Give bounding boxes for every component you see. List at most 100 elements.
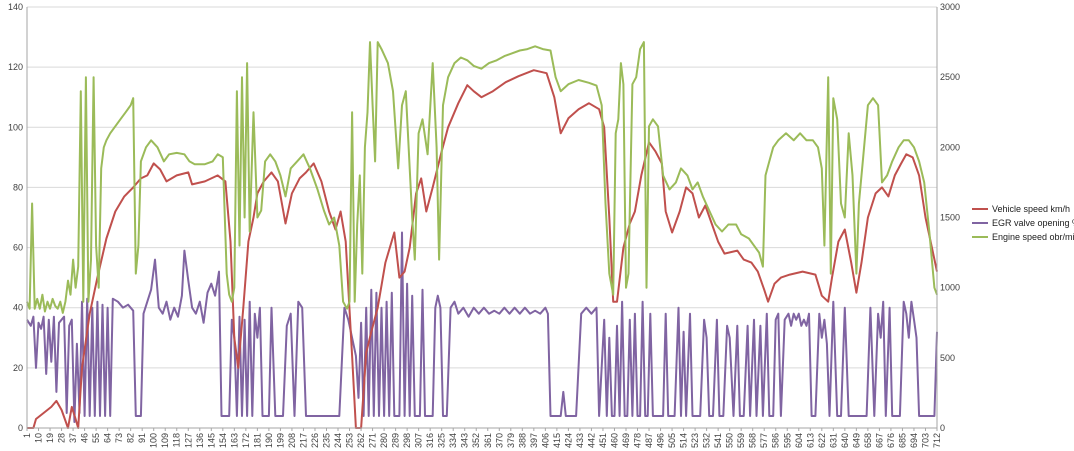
x-tick-label: 433 xyxy=(575,433,585,448)
x-tick-label: 397 xyxy=(529,433,539,448)
x-tick-label: 190 xyxy=(264,433,274,448)
y-right-tick-label: 3000 xyxy=(940,2,960,12)
x-tick-label: 460 xyxy=(609,433,619,448)
x-tick-label: 667 xyxy=(874,433,884,448)
x-tick-label: 658 xyxy=(863,433,873,448)
legend-label: Engine speed obr/min xyxy=(992,232,1074,242)
x-tick-label: 523 xyxy=(690,433,700,448)
y-right-tick-label: 2000 xyxy=(940,142,960,152)
x-tick-label: 46 xyxy=(80,433,90,443)
x-tick-label: 334 xyxy=(448,433,458,448)
x-tick-label: 361 xyxy=(483,433,493,448)
legend-label: Vehicle speed km/h xyxy=(992,204,1070,214)
x-tick-label: 28 xyxy=(57,433,67,443)
x-tick-label: 82 xyxy=(126,433,136,443)
x-tick-label: 577 xyxy=(759,433,769,448)
y-left-tick-label: 60 xyxy=(13,243,23,253)
x-tick-label: 253 xyxy=(345,433,355,448)
x-tick-label: 325 xyxy=(437,433,447,448)
x-tick-label: 703 xyxy=(920,433,930,448)
x-tick-label: 532 xyxy=(702,433,712,448)
x-tick-label: 244 xyxy=(333,433,343,448)
x-tick-label: 289 xyxy=(391,433,401,448)
x-tick-label: 541 xyxy=(713,433,723,448)
x-tick-label: 505 xyxy=(667,433,677,448)
x-tick-label: 154 xyxy=(218,433,228,448)
x-tick-label: 280 xyxy=(379,433,389,448)
y-right-tick-label: 1000 xyxy=(940,283,960,293)
x-tick-label: 622 xyxy=(817,433,827,448)
y-left-tick-label: 140 xyxy=(8,2,23,12)
series-line-0 xyxy=(27,69,938,429)
y-left-tick-label: 40 xyxy=(13,303,23,313)
x-tick-label: 415 xyxy=(552,433,562,448)
series-line-1 xyxy=(26,231,938,423)
x-tick-label: 217 xyxy=(298,433,308,448)
y-left-tick-label: 0 xyxy=(18,423,23,433)
y-right-tick-label: 0 xyxy=(940,423,945,433)
y-left-tick-label: 120 xyxy=(8,62,23,72)
x-tick-label: 496 xyxy=(656,433,666,448)
y-right-tick-label: 1500 xyxy=(940,213,960,223)
x-tick-label: 172 xyxy=(241,433,251,448)
x-tick-label: 37 xyxy=(68,433,78,443)
legend: Vehicle speed km/h EGR valve opening % Eng… xyxy=(972,204,1074,242)
x-tick-label: 10 xyxy=(34,433,44,443)
x-tick-label: 559 xyxy=(736,433,746,448)
x-tick-label: 235 xyxy=(321,433,331,448)
x-tick-label: 514 xyxy=(679,433,689,448)
x-tick-label: 19 xyxy=(45,433,55,443)
x-tick-label: 631 xyxy=(828,433,838,448)
x-tick-label: 118 xyxy=(172,433,182,447)
x-tick-label: 307 xyxy=(414,433,424,448)
x-tick-label: 442 xyxy=(586,433,596,448)
x-tick-label: 451 xyxy=(598,433,608,448)
x-tick-label: 694 xyxy=(909,433,919,448)
x-tick-label: 406 xyxy=(540,433,550,448)
series-lines xyxy=(26,41,938,429)
y-right-tick-label: 2500 xyxy=(940,72,960,82)
x-tick-label: 163 xyxy=(229,433,239,448)
x-tick-label: 379 xyxy=(506,433,516,448)
x-tick-label: 370 xyxy=(494,433,504,448)
gridlines xyxy=(27,6,937,429)
x-tick-label: 352 xyxy=(471,433,481,448)
x-tick-label: 262 xyxy=(356,433,366,448)
x-tick-label: 91 xyxy=(137,433,147,443)
x-tick-label: 604 xyxy=(794,433,804,448)
x-tick-label: 676 xyxy=(886,433,896,448)
x-tick-label: 109 xyxy=(160,433,170,448)
x-tick-label: 586 xyxy=(771,433,781,448)
x-tick-label: 613 xyxy=(805,433,815,448)
x-tick-label: 1 xyxy=(22,433,32,438)
x-tick-label: 487 xyxy=(644,433,654,448)
axes: 0 20 40 60 80 100 120 140 0 500 1000 1500 2000 2500 30… xyxy=(8,2,960,448)
series-line-2 xyxy=(26,41,938,314)
x-tick-label: 64 xyxy=(103,433,113,443)
x-tick-label: 55 xyxy=(91,433,101,443)
x-tick-label: 685 xyxy=(897,433,907,448)
x-tick-label: 550 xyxy=(725,433,735,448)
x-tick-label: 316 xyxy=(425,433,435,448)
x-tick-label: 478 xyxy=(633,433,643,448)
x-tick-label: 199 xyxy=(275,433,285,448)
x-tick-label: 712 xyxy=(932,433,942,448)
x-tick-label: 424 xyxy=(563,433,573,448)
x-tick-label: 145 xyxy=(206,433,216,448)
legend-label: EGR valve opening % xyxy=(992,218,1074,228)
x-tick-label: 640 xyxy=(840,433,850,448)
x-tick-label: 271 xyxy=(368,433,378,448)
x-tick-label: 181 xyxy=(252,433,262,448)
x-tick-label: 469 xyxy=(621,433,631,448)
y-left-tick-label: 100 xyxy=(8,122,23,132)
x-tick-label: 127 xyxy=(183,433,193,448)
x-tick-label: 595 xyxy=(782,433,792,448)
y-left-tick-label: 20 xyxy=(13,363,23,373)
x-tick-label: 388 xyxy=(517,433,527,448)
x-tick-label: 343 xyxy=(460,433,470,448)
x-tick-label: 100 xyxy=(149,433,159,448)
y-right-tick-label: 500 xyxy=(940,353,955,363)
x-tick-label: 649 xyxy=(851,433,861,448)
x-tick-label: 298 xyxy=(402,433,412,448)
